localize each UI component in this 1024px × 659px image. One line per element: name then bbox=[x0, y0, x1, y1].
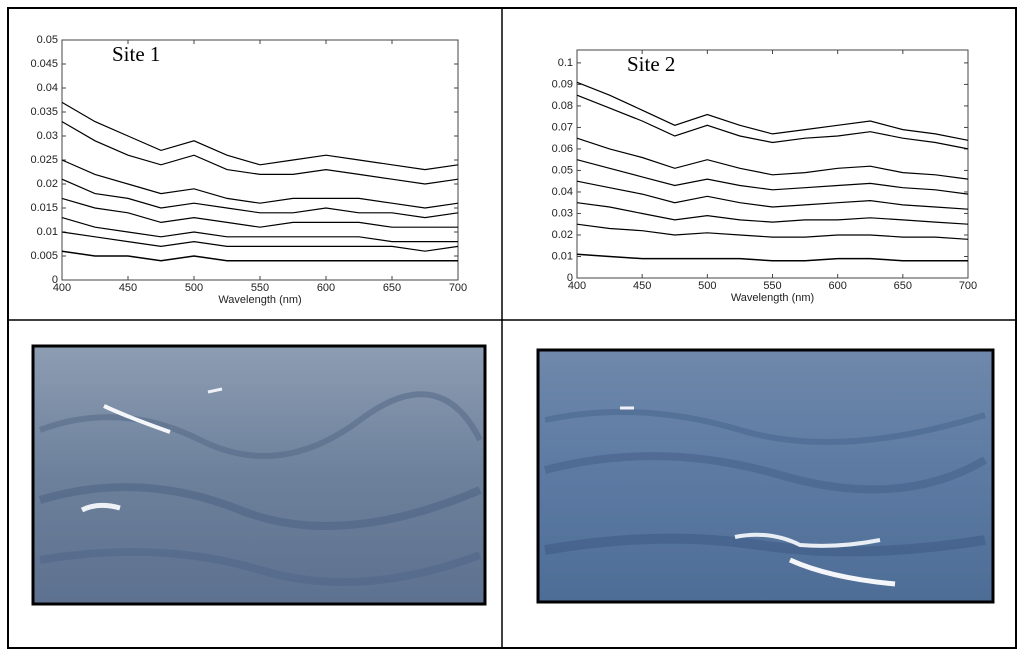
y-tick-label: 0.005 bbox=[30, 250, 58, 262]
y-tick-label: 0.03 bbox=[552, 207, 573, 219]
y-tick-label: 0.035 bbox=[30, 106, 58, 118]
x-tick-label: 600 bbox=[317, 282, 335, 294]
x-tick-label: 500 bbox=[185, 282, 203, 294]
y-tick-label: 0.02 bbox=[552, 229, 573, 241]
frame bbox=[7, 7, 1017, 649]
spectrum-line bbox=[576, 223, 969, 240]
x-tick-label: 550 bbox=[251, 282, 269, 294]
y-tick-label: 0.03 bbox=[37, 130, 58, 142]
y-tick-label: 0.045 bbox=[30, 58, 58, 70]
y-tick-label: 0.07 bbox=[552, 121, 573, 133]
y-tick-label: 0.04 bbox=[37, 82, 58, 94]
chart-title: Site 2 bbox=[627, 52, 675, 76]
spectrum-line bbox=[61, 197, 458, 228]
spectrum-line bbox=[61, 121, 459, 185]
y-tick-label: 0.1 bbox=[558, 57, 573, 69]
sea-photo bbox=[536, 348, 995, 604]
y-tick-label: 0.04 bbox=[552, 186, 573, 198]
spectrum-line bbox=[61, 231, 459, 252]
y-tick-label: 0.05 bbox=[552, 164, 573, 176]
x-tick-label: 650 bbox=[383, 282, 401, 294]
spectrum-line bbox=[61, 250, 458, 262]
y-tick-label: 0.08 bbox=[552, 100, 573, 112]
spectrum-line bbox=[576, 202, 969, 225]
y-tick-label: 0.01 bbox=[37, 226, 58, 238]
x-tick-label: 450 bbox=[119, 282, 137, 294]
x-tick-label: 700 bbox=[449, 282, 467, 294]
x-tick-label: 600 bbox=[828, 280, 846, 292]
x-axis-label: Wavelength (nm) bbox=[731, 292, 814, 304]
spectrum-line bbox=[576, 94, 969, 150]
x-tick-label: 550 bbox=[763, 280, 781, 292]
spectrum-line bbox=[576, 159, 969, 195]
plot-area bbox=[61, 39, 459, 281]
spectrum-line bbox=[61, 101, 459, 171]
y-tick-label: 0.09 bbox=[552, 78, 573, 90]
y-tick-label: 0.05 bbox=[37, 34, 58, 46]
spectrum-line bbox=[576, 253, 968, 262]
x-tick-label: 400 bbox=[568, 280, 586, 292]
spectrum-line bbox=[576, 137, 969, 180]
y-tick-label: 0 bbox=[567, 272, 573, 284]
y-tick-label: 0.015 bbox=[30, 202, 58, 214]
y-tick-label: 0.06 bbox=[552, 143, 573, 155]
y-tick-label: 0.01 bbox=[552, 250, 573, 262]
y-tick-label: 0.02 bbox=[37, 178, 58, 190]
spectrum-line bbox=[61, 159, 459, 209]
x-tick-label: 700 bbox=[959, 280, 977, 292]
x-tick-label: 650 bbox=[894, 280, 912, 292]
sea-photo bbox=[31, 344, 487, 606]
x-tick-label: 400 bbox=[53, 282, 71, 294]
y-tick-label: 0 bbox=[52, 274, 58, 286]
spectrum-line bbox=[61, 178, 459, 219]
plot-area bbox=[576, 49, 969, 279]
spectrum-line bbox=[61, 217, 458, 243]
x-axis-label: Wavelength (nm) bbox=[218, 294, 301, 306]
spectrum-line bbox=[576, 180, 969, 210]
y-tick-label: 0.025 bbox=[30, 154, 58, 166]
x-tick-label: 450 bbox=[633, 280, 651, 292]
chart-title: Site 1 bbox=[112, 42, 160, 66]
spectrum-line bbox=[576, 81, 969, 141]
x-tick-label: 500 bbox=[698, 280, 716, 292]
